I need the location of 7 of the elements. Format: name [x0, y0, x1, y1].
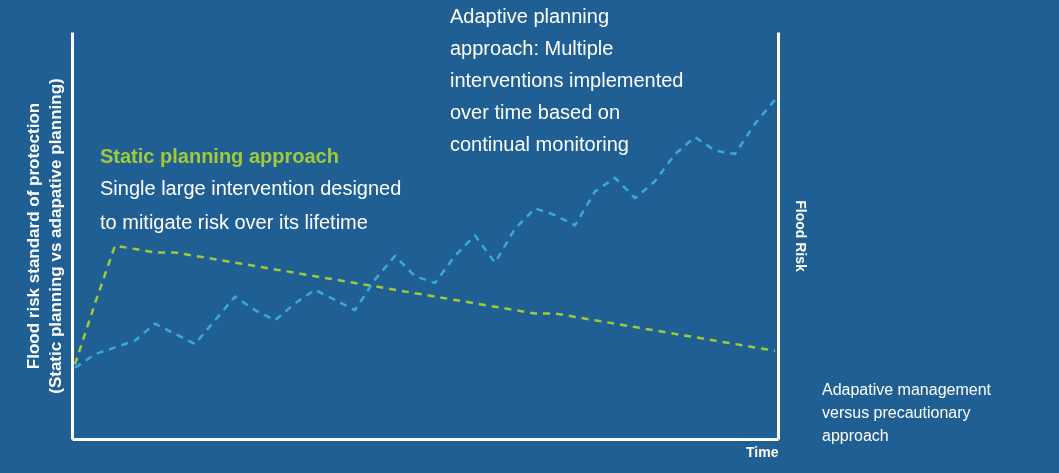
text: Adapative management versus precautionary approach	[822, 381, 992, 444]
y2-axis-title: Flood Risk	[792, 200, 809, 272]
x-axis-title: Time	[746, 443, 779, 460]
y-axis-title: Flood risk standard of protection (Static planning vs adapative planning)	[23, 78, 65, 394]
annotation: Single large intervention designed to mitigate risk over its lifetime	[100, 177, 402, 233]
text: Static planning approach	[100, 145, 339, 167]
annotation: Adaptive planning approach: Multiple interventions implemented over time based on continual monitoring	[450, 5, 684, 155]
